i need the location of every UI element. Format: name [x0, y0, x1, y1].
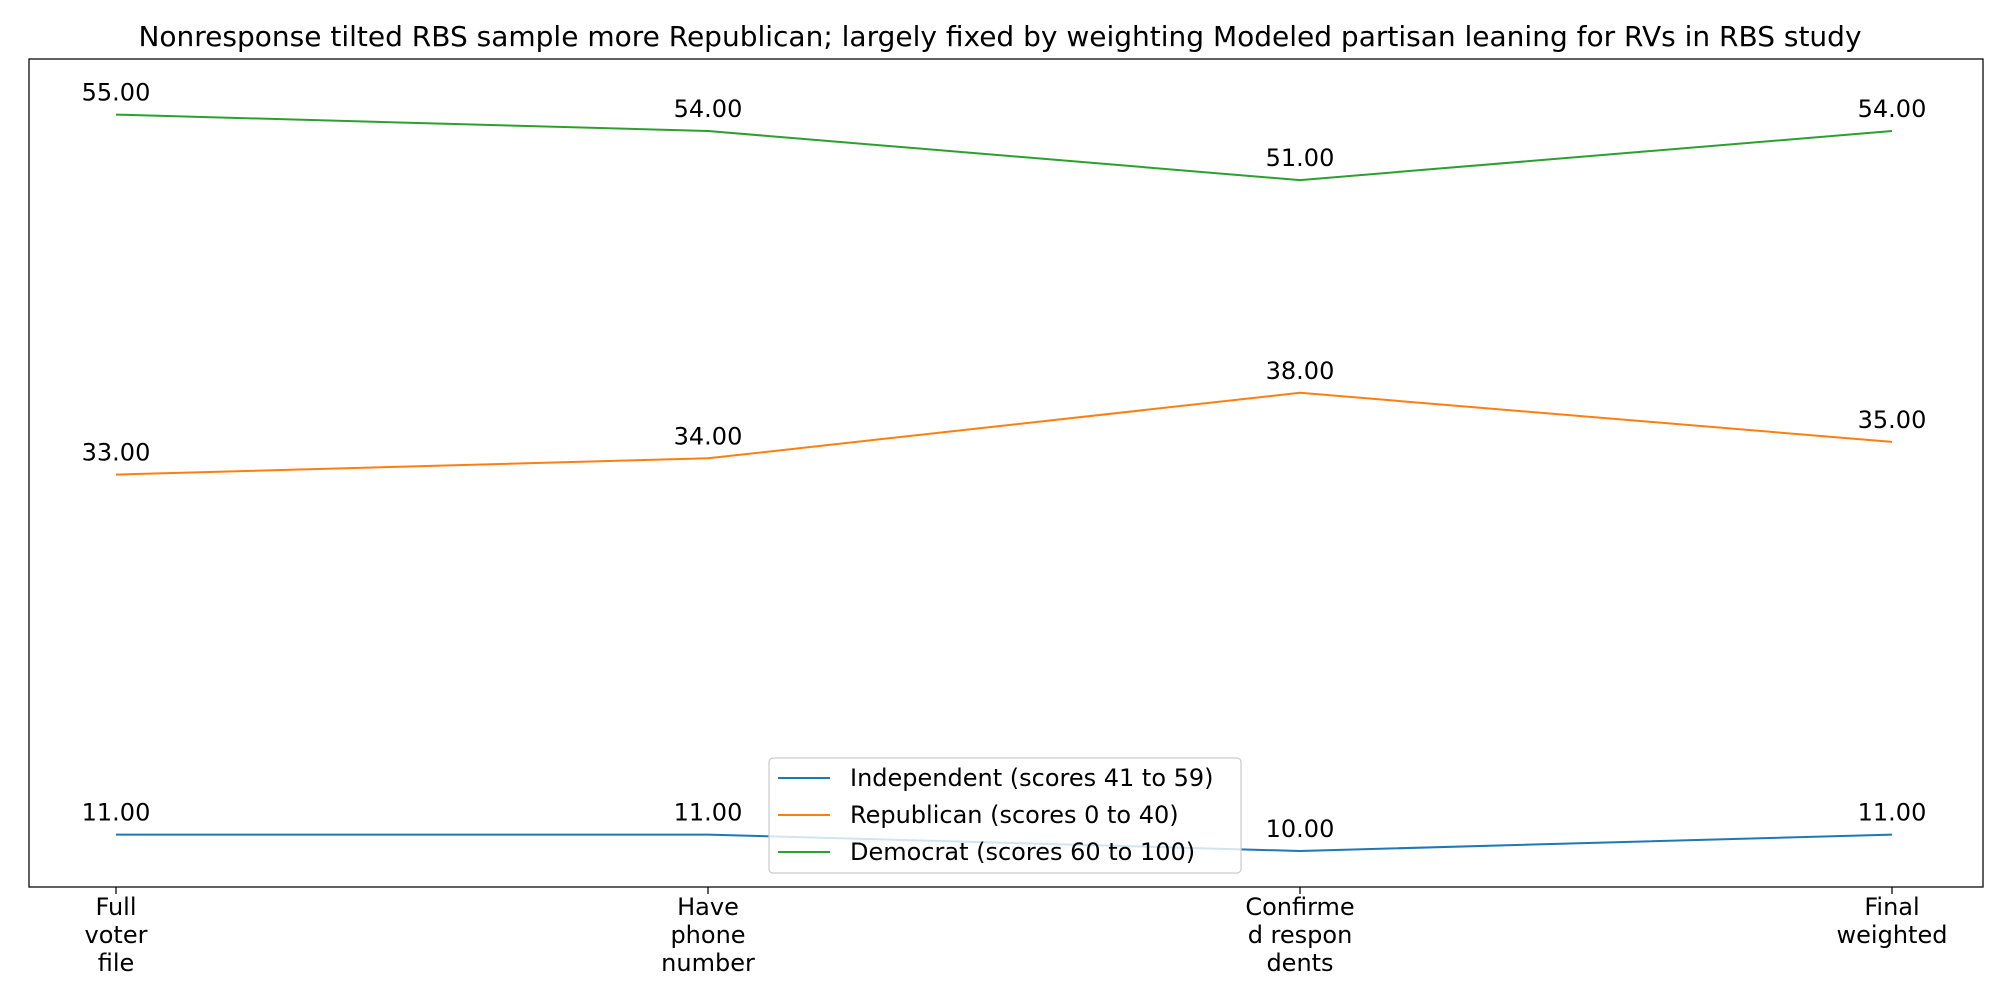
x-tick-label-1: Have phone number [661, 893, 755, 977]
data-label-democrat-2: 51.00 [1266, 144, 1335, 172]
x-tick-label-3: Final weighted [1837, 893, 1948, 949]
x-tick-label-2: Confirme d respon dents [1245, 893, 1354, 977]
x-tick-label-0: Full voter file [85, 893, 148, 977]
legend-box [768, 757, 1242, 874]
legend-label-republican: Republican (scores 0 to 40) [850, 801, 1179, 829]
data-label-democrat-0: 55.00 [82, 79, 151, 107]
legend: Independent (scores 41 to 59) Republican … [768, 757, 1242, 874]
data-label-republican-1: 34.00 [674, 422, 743, 450]
plot-area [28, 58, 1984, 888]
data-label-independent-3: 11.00 [1858, 799, 1927, 827]
data-label-republican-2: 38.00 [1266, 357, 1335, 385]
data-label-democrat-3: 54.00 [1858, 95, 1927, 123]
legend-label-independent: Independent (scores 41 to 59) [850, 764, 1214, 792]
data-label-layer: 11.00 11.00 10.00 11.00 33.00 34.00 38.00 35.00… [82, 79, 1927, 843]
data-label-republican-0: 33.00 [82, 439, 151, 467]
series-layer [115, 113, 1893, 853]
series-line-republican [115, 391, 1893, 476]
data-label-republican-3: 35.00 [1858, 406, 1927, 434]
data-label-independent-0: 11.00 [82, 799, 151, 827]
data-label-independent-1: 11.00 [674, 799, 743, 827]
series-line-democrat [115, 113, 1893, 182]
x-tick-layer: Full voter file Have phone number Confirme d re… [85, 887, 1948, 977]
data-label-democrat-1: 54.00 [674, 95, 743, 123]
legend-label-democrat: Democrat (scores 60 to 100) [850, 838, 1195, 866]
data-label-independent-2: 10.00 [1266, 815, 1335, 843]
chart-title: Nonresponse tilted RBS sample more Repub… [138, 20, 1862, 53]
